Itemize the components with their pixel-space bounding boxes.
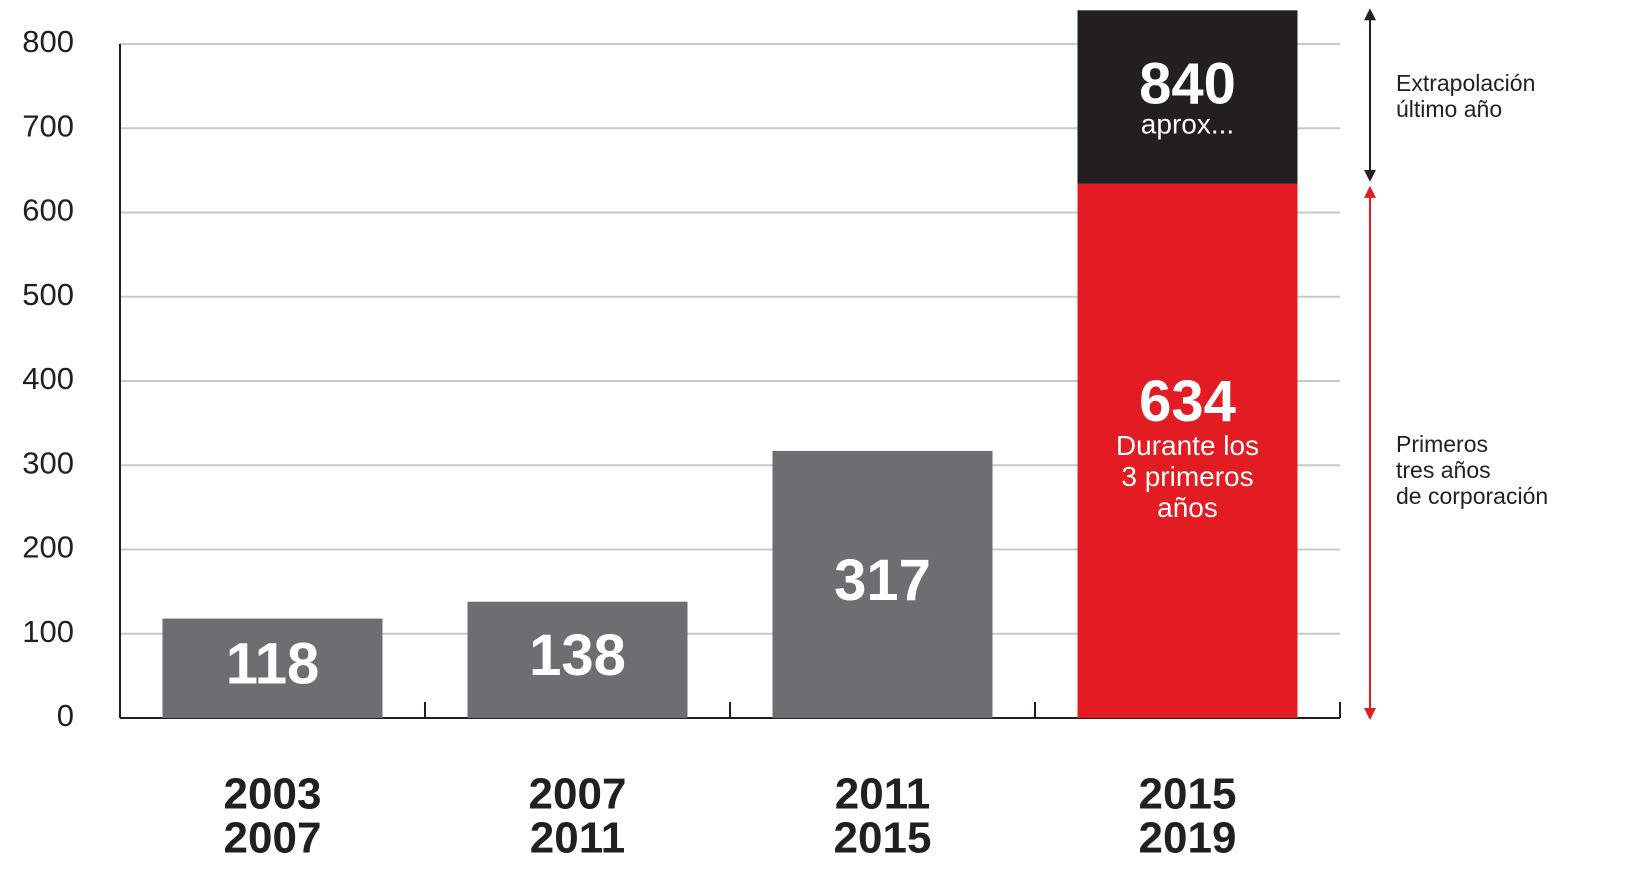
y-tick-label: 400 [22,361,74,396]
side-note: Extrapolación [1396,70,1535,96]
y-tick-label: 600 [22,193,74,228]
x-tick-label: 2007 [529,770,627,819]
value-note: 3 primeros [1121,461,1253,492]
y-tick-label: 200 [22,530,74,565]
value-note: Durante los [1116,430,1259,461]
bar-segment [162,618,383,718]
value-label: 634 [1139,369,1236,434]
side-note: de corporación [1396,483,1548,509]
x-tick-label: 2015 [1139,770,1237,819]
value-label: 317 [834,548,931,613]
side-note: Primeros [1396,431,1488,457]
x-tick-label: 2011 [530,814,625,863]
y-tick-label: 300 [22,445,74,480]
x-tick-label: 2011 [835,770,930,819]
bar-segment [1077,183,1298,719]
y-tick-label: 700 [22,108,74,143]
bar-segment [772,450,993,718]
x-tick-label: 2019 [1139,814,1237,863]
x-tick-label: 2003 [224,770,322,819]
y-tick-label: 500 [22,277,74,312]
value-label: 118 [226,632,320,697]
bar-segment [467,601,688,718]
x-tick-label: 2015 [834,814,932,863]
y-tick-label: 800 [22,24,74,59]
side-note: último año [1396,96,1502,122]
total-note: aprox... [1141,109,1234,140]
bar-segment [1077,10,1298,184]
y-tick-label: 0 [57,698,74,733]
x-tick-label: 2007 [224,814,322,863]
side-note: tres años [1396,457,1491,483]
total-label: 840 [1139,52,1236,117]
value-label: 138 [529,623,626,688]
value-note: años [1157,492,1218,523]
y-tick-label: 100 [22,614,74,649]
